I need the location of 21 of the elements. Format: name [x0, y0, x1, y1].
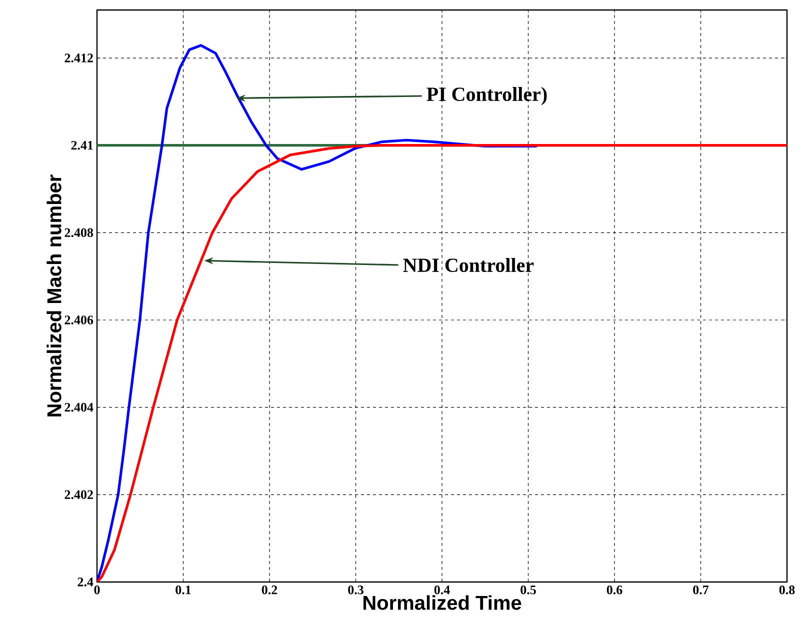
x-tick-label: 0.3	[348, 586, 364, 594]
x-tick-label: 0.2	[262, 586, 278, 594]
x-tick-label: 0.4	[434, 586, 450, 594]
y-tick-label: 2.408	[64, 228, 94, 238]
y-tick-label: 2.402	[64, 490, 93, 500]
x-tick-label: 0.6	[606, 586, 622, 594]
annotation: PI Controller)	[426, 86, 547, 106]
x-tick-label: 0.8	[779, 586, 795, 594]
annotation: NDI Controller	[403, 258, 534, 272]
line-series	[97, 144, 787, 582]
y-tick-label: 2.41	[71, 140, 93, 150]
x-tick-label: 0.7	[693, 586, 709, 594]
y-tick-label: 2.4	[78, 578, 94, 586]
y-tick-label: 2.412	[64, 54, 93, 62]
y-tick-label: 2.406	[64, 316, 94, 324]
x-axis-title: Normalized Time	[363, 595, 522, 610]
x-tick-label: 0	[94, 586, 100, 594]
y-tick-label: 2.404	[64, 402, 94, 412]
y-axis-title: Normalized Mach number	[46, 174, 62, 416]
x-tick-label: 0.5	[520, 586, 536, 594]
x-tick-label: 0.1	[176, 586, 191, 594]
